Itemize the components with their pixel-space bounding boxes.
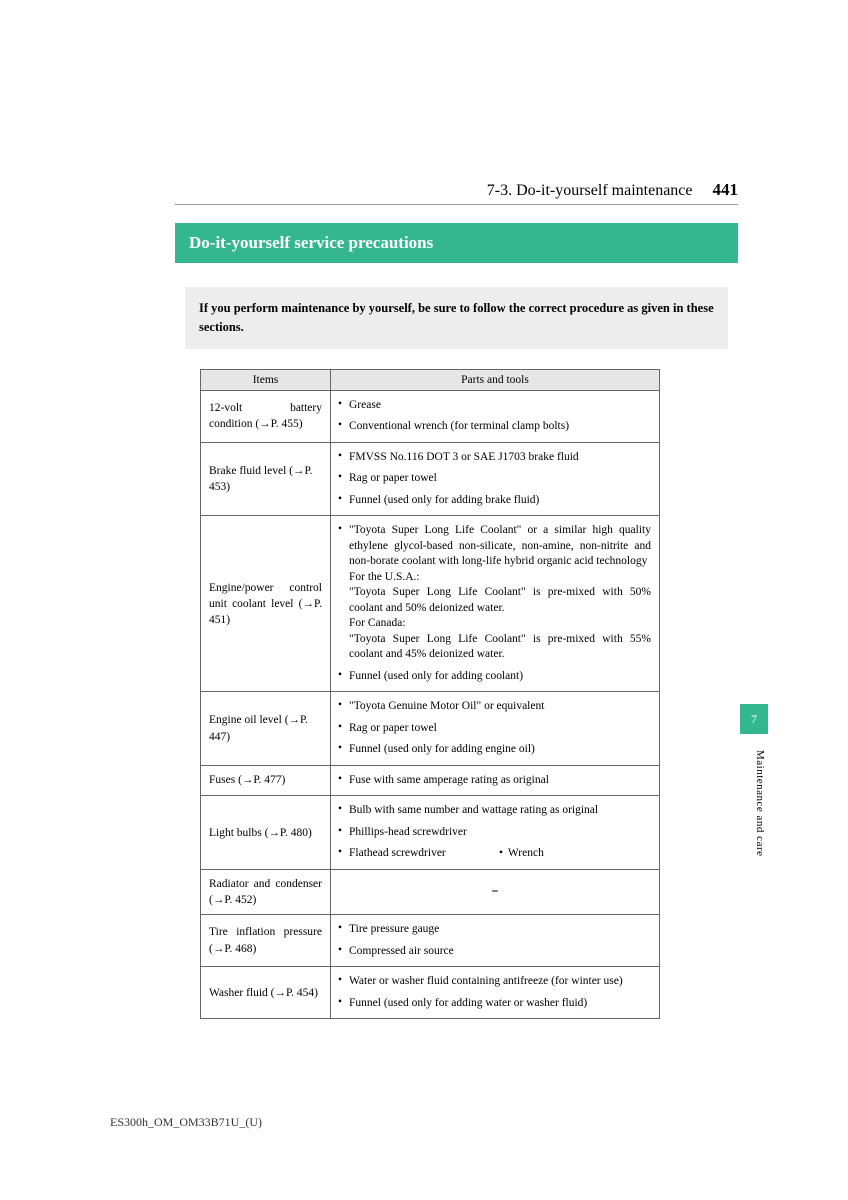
table-row: Fuses (→P. 477) Fuse with same amperage … <box>201 765 660 796</box>
table-row: Engine oil level (→P. 447) "Toyota Genui… <box>201 692 660 766</box>
bullet-item: Fuse with same amperage rating as origin… <box>335 770 651 792</box>
bullet-item: Rag or paper towel <box>335 468 651 490</box>
item-cell: Engine oil level (→P. 447) <box>201 692 331 766</box>
bullet-item: Rag or paper towel <box>335 718 651 740</box>
bullet-text: Flathead screwdriver <box>349 846 499 862</box>
bullet-item: Tire pressure gauge <box>335 919 651 941</box>
table-row: Tire inflation pressure (→P. 468) Tire p… <box>201 915 660 967</box>
bullet-item: FMVSS No.116 DOT 3 or SAE J1703 brake fl… <box>335 447 651 469</box>
item-cell: Fuses (→P. 477) <box>201 765 331 796</box>
tools-cell: "Toyota Genuine Motor Oil" or equivalent… <box>331 692 660 766</box>
bullet-item: Phillips-head screwdriver <box>335 822 651 844</box>
footer-code: ES300h_OM_OM33B71U_(U) <box>110 1115 262 1130</box>
chapter-label: Maintenance and care <box>754 750 766 857</box>
bullet-item: Water or washer fluid containing antifre… <box>335 971 651 993</box>
item-cell: Washer fluid (→P. 454) <box>201 967 331 1019</box>
page-number: 441 <box>713 180 739 200</box>
table-row: 12-volt battery condition (→P. 455) Grea… <box>201 390 660 442</box>
maintenance-table: Items Parts and tools 12-volt battery co… <box>200 369 660 1020</box>
item-cell: Brake fluid level (→P. 453) <box>201 442 331 516</box>
table-row: Radiator and condenser (→P. 452) ⎯ <box>201 869 660 914</box>
bullet-item: Funnel (used only for adding coolant) <box>335 666 651 688</box>
bullet-item: Funnel (used only for adding brake fluid… <box>335 490 651 512</box>
bullet-item: Grease <box>335 395 651 417</box>
tools-cell: Bulb with same number and wattage rating… <box>331 796 660 870</box>
bullet-text: "Toyota Super Long Life Coolant" is pre-… <box>349 632 651 663</box>
tools-cell: Tire pressure gauge Compressed air sourc… <box>331 915 660 967</box>
table-row: Washer fluid (→P. 454) Water or washer f… <box>201 967 660 1019</box>
item-cell: Tire inflation pressure (→P. 468) <box>201 915 331 967</box>
bullet-text: "Toyota Super Long Life Coolant" or a si… <box>349 523 651 570</box>
bullet-item: Bulb with same number and wattage rating… <box>335 800 651 822</box>
bullet-item: "Toyota Super Long Life Coolant" or a si… <box>335 520 651 666</box>
item-cell: Engine/power control unit coolant level … <box>201 516 331 692</box>
bullet-item: "Toyota Genuine Motor Oil" or equivalent <box>335 696 651 718</box>
bullet-item: Flathead screwdriver Wrench <box>335 843 651 865</box>
tools-cell: FMVSS No.116 DOT 3 or SAE J1703 brake fl… <box>331 442 660 516</box>
item-cell: 12-volt battery condition (→P. 455) <box>201 390 331 442</box>
tools-cell: Grease Conventional wrench (for terminal… <box>331 390 660 442</box>
bullet-text: Wrench <box>499 846 544 862</box>
table-row: Brake fluid level (→P. 453) FMVSS No.116… <box>201 442 660 516</box>
tools-cell: Water or washer fluid containing antifre… <box>331 967 660 1019</box>
bullet-text: For the U.S.A.: <box>349 570 651 586</box>
bullet-text: "Toyota Super Long Life Coolant" is pre-… <box>349 585 651 616</box>
page-header: 7-3. Do-it-yourself maintenance 441 <box>175 180 738 205</box>
bullet-item: Conventional wrench (for terminal clamp … <box>335 416 651 438</box>
bullet-item: Funnel (used only for adding water or wa… <box>335 993 651 1015</box>
table-row: Light bulbs (→P. 480) Bulb with same num… <box>201 796 660 870</box>
item-cell: Radiator and condenser (→P. 452) <box>201 869 331 914</box>
column-header-items: Items <box>201 369 331 390</box>
table-row: Engine/power control unit coolant level … <box>201 516 660 692</box>
tools-cell: ⎯ <box>331 869 660 914</box>
page-title-banner: Do-it-yourself service precautions <box>175 223 738 263</box>
tools-cell: Fuse with same amperage rating as origin… <box>331 765 660 796</box>
tools-cell: "Toyota Super Long Life Coolant" or a si… <box>331 516 660 692</box>
section-label: 7-3. Do-it-yourself maintenance <box>487 182 693 200</box>
item-cell: Light bulbs (→P. 480) <box>201 796 331 870</box>
column-header-tools: Parts and tools <box>331 369 660 390</box>
bullet-text: For Canada: <box>349 616 651 632</box>
bullet-item: Funnel (used only for adding engine oil) <box>335 739 651 761</box>
intro-text: If you perform maintenance by yourself, … <box>185 287 728 349</box>
bullet-item: Compressed air source <box>335 941 651 963</box>
chapter-tab: 7 <box>740 704 768 734</box>
